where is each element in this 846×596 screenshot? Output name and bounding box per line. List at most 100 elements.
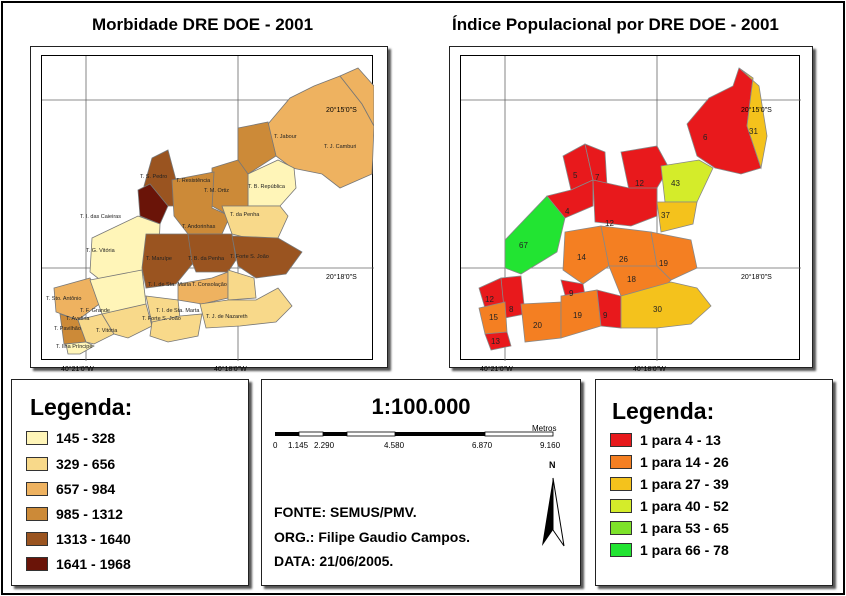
value-30: 30 bbox=[653, 305, 662, 314]
tile-9b bbox=[596, 289, 622, 329]
right-legend-item: 1 para 66 - 78 bbox=[610, 542, 729, 558]
legend-label: 1641 - 1968 bbox=[56, 556, 131, 572]
label-m-ortiz: T. M. Ortiz bbox=[204, 188, 229, 194]
legend-swatch bbox=[610, 455, 632, 469]
label-j-nazareth: T. J. de Nazareth bbox=[206, 314, 248, 320]
right-legend-panel: Legenda: 1 para 4 - 13 1 para 14 - 26 1 … bbox=[595, 379, 833, 586]
right-legend-item: 1 para 14 - 26 bbox=[610, 454, 729, 470]
label-forte-sao-joao-s: T. Forte S. João bbox=[142, 316, 181, 322]
value-26: 26 bbox=[619, 255, 628, 264]
value-15: 15 bbox=[489, 313, 498, 322]
right-map-frame: 6 31 5 7 12 43 4 12 37 67 14 26 19 18 9 … bbox=[460, 55, 801, 361]
scale-tick: 4.580 bbox=[384, 441, 405, 450]
label-caieiras: T. I. das Caieiras bbox=[80, 214, 121, 220]
legend-label: 145 - 328 bbox=[56, 430, 116, 446]
value-20: 20 bbox=[533, 321, 542, 330]
legend-swatch bbox=[610, 521, 632, 535]
value-9b: 9 bbox=[603, 311, 608, 320]
scale-tick: 0 bbox=[273, 441, 278, 450]
label-camburi: T. J. Camburi bbox=[324, 144, 356, 150]
legend-swatch bbox=[26, 431, 48, 445]
right-lat-label-2: 20°18'0"S bbox=[741, 273, 772, 281]
label-ilha-principe: T. Ilha Príncipe bbox=[56, 344, 92, 350]
label-andorinhas: T. Andorinhas bbox=[182, 224, 216, 230]
value-8: 8 bbox=[509, 305, 514, 314]
value-6: 6 bbox=[703, 133, 708, 142]
scale-tick-labels: 0 1.145 2.290 4.580 6.870 9.160 Metros bbox=[273, 424, 561, 450]
value-4: 4 bbox=[565, 207, 570, 216]
scale-units: Metros bbox=[532, 424, 556, 433]
legend-label: 1313 - 1640 bbox=[56, 531, 131, 547]
value-5: 5 bbox=[573, 171, 578, 180]
left-map-title: Morbidade DRE DOE - 2001 bbox=[92, 15, 314, 34]
label-consolacao: T. Consolação bbox=[192, 282, 227, 288]
territory-sta-maria bbox=[177, 271, 229, 305]
territory-forte-sao-joao-s bbox=[149, 313, 203, 343]
label-f-grande: T. F. Grande bbox=[80, 308, 110, 314]
scale-ratio: 1:100.000 bbox=[371, 394, 471, 419]
left-lat-label-1: 20°15'0"S bbox=[326, 106, 357, 114]
scale-seg-5 bbox=[395, 432, 485, 436]
territory-andorinhas bbox=[171, 171, 231, 235]
legend-label: 1 para 66 - 78 bbox=[640, 542, 729, 558]
left-legend-item: 329 - 656 bbox=[26, 456, 115, 472]
north-arrow-right bbox=[552, 477, 565, 547]
right-lon-label-1: 40°21'0"W bbox=[480, 366, 513, 373]
legend-swatch bbox=[26, 507, 48, 521]
label-avelina: T. Avelina bbox=[66, 316, 90, 322]
tile-37 bbox=[656, 201, 698, 233]
legend-label: 1 para 40 - 52 bbox=[640, 498, 729, 514]
label-sta-maria: T. I. de Sta. Maria bbox=[148, 282, 192, 288]
value-37: 37 bbox=[661, 211, 670, 220]
right-lat-label-1: 20°15'0"S bbox=[741, 106, 772, 114]
left-map-frame: T. Jabour T. J. Camburi T. S. Pedro T. R… bbox=[41, 55, 375, 361]
tile-12b bbox=[592, 179, 658, 227]
right-lon-label-2: 40°18'0"W bbox=[633, 366, 666, 373]
right-coord-labels: 20°15'0"S 20°18'0"S bbox=[741, 106, 772, 281]
scale-seg-3 bbox=[323, 432, 347, 436]
legend-label: 1 para 14 - 26 bbox=[640, 454, 729, 470]
left-legend-item: 1313 - 1640 bbox=[26, 531, 131, 547]
left-legend-item: 985 - 1312 bbox=[26, 506, 123, 522]
label-g-vitoria: T. G. Vitória bbox=[86, 248, 116, 254]
legend-label: 985 - 1312 bbox=[56, 506, 123, 522]
label-sta-marta: T. I. de Sta. Marta bbox=[156, 308, 200, 314]
north-arrow-left bbox=[542, 478, 553, 546]
tile-67 bbox=[504, 195, 566, 275]
right-legend-item: 1 para 53 - 65 bbox=[610, 520, 729, 536]
legend-swatch bbox=[26, 482, 48, 496]
date-text: DATA: 21/06/2005. bbox=[274, 553, 394, 569]
org-text: ORG.: Filipe Gaudio Campos. bbox=[274, 529, 471, 545]
label-b-republica: T. B. República bbox=[248, 184, 286, 190]
label-vitoria: T. Vitória bbox=[96, 328, 118, 334]
left-coord-labels: 20°15'0"S 20°18'0"S bbox=[326, 106, 357, 281]
source-text: FONTE: SEMUS/PMV. bbox=[274, 504, 417, 520]
left-legend-item: 145 - 328 bbox=[26, 430, 115, 446]
left-legend-item: 1641 - 1968 bbox=[26, 556, 131, 572]
label-sto-antonio: T. Sto. Antônio bbox=[46, 296, 81, 302]
value-14: 14 bbox=[577, 253, 586, 262]
legend-label: 1 para 4 - 13 bbox=[640, 432, 721, 448]
legend-swatch bbox=[26, 532, 48, 546]
tile-26 bbox=[600, 225, 658, 273]
north-arrow-icon: N bbox=[542, 460, 565, 547]
left-legend-panel: Legenda: 145 - 328 329 - 656 657 - 984 9… bbox=[11, 379, 249, 586]
legend-swatch bbox=[610, 543, 632, 557]
legend-label: 329 - 656 bbox=[56, 456, 116, 472]
left-lon-label-2: 40°18'0"W bbox=[214, 366, 247, 373]
legend-label: 657 - 984 bbox=[56, 481, 116, 497]
territory-ilha-principe bbox=[65, 341, 95, 355]
value-13: 13 bbox=[491, 337, 500, 346]
territory-consolacao bbox=[227, 269, 257, 301]
territory-sto-antonio bbox=[53, 277, 103, 321]
scale-tick: 6.870 bbox=[472, 441, 493, 450]
left-lon-label-1: 40°21'0"W bbox=[61, 366, 94, 373]
left-map-panel: T. Jabour T. J. Camburi T. S. Pedro T. R… bbox=[30, 46, 388, 373]
value-12a: 12 bbox=[635, 179, 644, 188]
value-67: 67 bbox=[519, 241, 528, 250]
value-43: 43 bbox=[671, 179, 680, 188]
right-map-panel: 6 31 5 7 12 43 4 12 37 67 14 26 19 18 9 … bbox=[449, 46, 813, 373]
left-territories bbox=[53, 67, 375, 355]
scale-bar: 0 1.145 2.290 4.580 6.870 9.160 Metros bbox=[273, 424, 561, 450]
label-b-da-penha: T. B. da Penha bbox=[188, 256, 225, 262]
